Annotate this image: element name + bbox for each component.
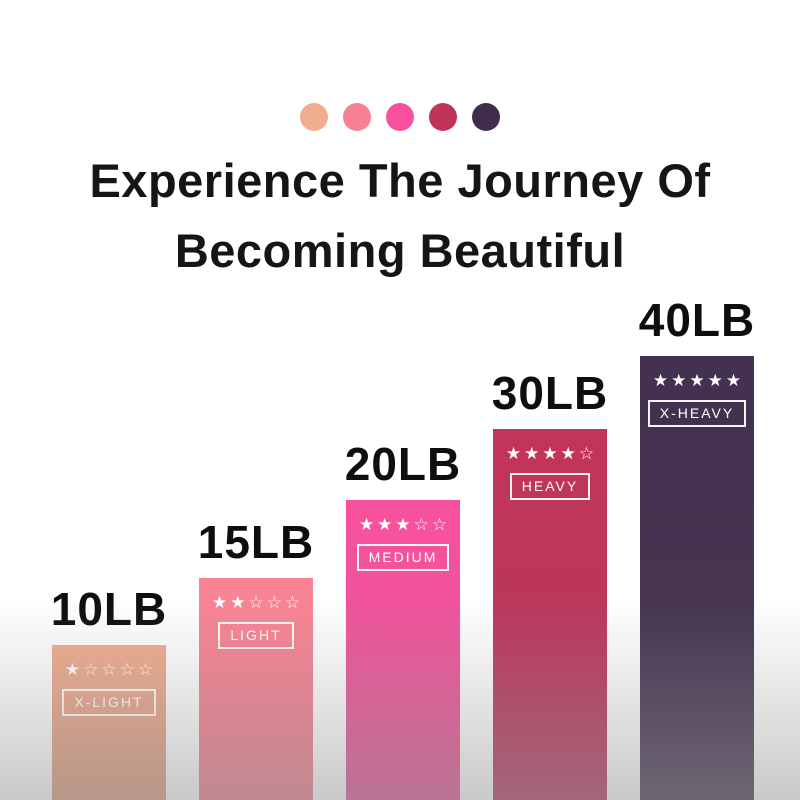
bar-weight-label: 30LB xyxy=(491,367,609,419)
bar-weight-label: 15LB xyxy=(197,516,315,568)
bar-weight-label: 20LB xyxy=(344,438,462,490)
bar-weight-label: 10LB xyxy=(50,583,168,635)
headline: Experience The Journey Of Becoming Beaut… xyxy=(0,146,800,286)
bar-weight-label: 40LB xyxy=(638,294,756,346)
bar-15lb: 15LB ★★☆☆☆ LIGHT xyxy=(198,516,313,800)
bar-40lb: 40LB ★★★★★ X-HEAVY xyxy=(639,294,754,800)
bar-level-label: LIGHT xyxy=(218,622,294,649)
palette-dot-light-icon xyxy=(343,103,371,131)
headline-line-2: Becoming Beautiful xyxy=(174,224,626,277)
star-rating-icons: ★★★★☆ xyxy=(505,444,598,463)
palette-dot-x-heavy-icon xyxy=(472,103,500,131)
star-rating-icons: ★★★★★ xyxy=(652,371,745,390)
bar-level-label: X-HEAVY xyxy=(647,400,747,427)
star-rating-icons: ★☆☆☆☆ xyxy=(64,660,157,679)
bar-chart: 10LB ★☆☆☆☆ X-LIGHT 15LB ★★☆☆☆ LIGHT 20LB… xyxy=(51,294,754,800)
bar-10lb: 10LB ★☆☆☆☆ X-LIGHT xyxy=(51,583,166,800)
star-rating-icons: ★★☆☆☆ xyxy=(211,593,304,612)
palette-dot-medium-icon xyxy=(386,103,414,131)
bar-level-label: MEDIUM xyxy=(356,544,450,571)
brand-color-dots xyxy=(0,103,800,131)
bar-level-label: HEAVY xyxy=(509,473,591,500)
palette-dot-heavy-icon xyxy=(429,103,457,131)
bar-level-label: X-LIGHT xyxy=(62,689,156,716)
bar-20lb: 20LB ★★★☆☆ MEDIUM xyxy=(345,438,460,800)
headline-line-1: Experience The Journey Of xyxy=(89,154,711,207)
star-rating-icons: ★★★☆☆ xyxy=(358,515,451,534)
bar-30lb: 30LB ★★★★☆ HEAVY xyxy=(492,367,607,800)
palette-dot-x-light-icon xyxy=(300,103,328,131)
